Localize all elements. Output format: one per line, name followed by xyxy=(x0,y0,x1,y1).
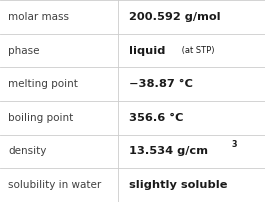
Text: boiling point: boiling point xyxy=(8,113,73,123)
Text: 356.6 °C: 356.6 °C xyxy=(129,113,183,123)
Text: density: density xyxy=(8,146,46,157)
Text: melting point: melting point xyxy=(8,79,78,89)
Text: slightly soluble: slightly soluble xyxy=(129,180,227,190)
Text: molar mass: molar mass xyxy=(8,12,69,22)
Text: solubility in water: solubility in water xyxy=(8,180,101,190)
Text: −38.87 °C: −38.87 °C xyxy=(129,79,192,89)
Text: liquid: liquid xyxy=(129,45,165,56)
Text: 3: 3 xyxy=(232,140,237,149)
Text: 200.592 g/mol: 200.592 g/mol xyxy=(129,12,220,22)
Text: (at STP): (at STP) xyxy=(179,46,215,55)
Text: phase: phase xyxy=(8,45,39,56)
Text: 13.534 g/cm: 13.534 g/cm xyxy=(129,146,207,157)
